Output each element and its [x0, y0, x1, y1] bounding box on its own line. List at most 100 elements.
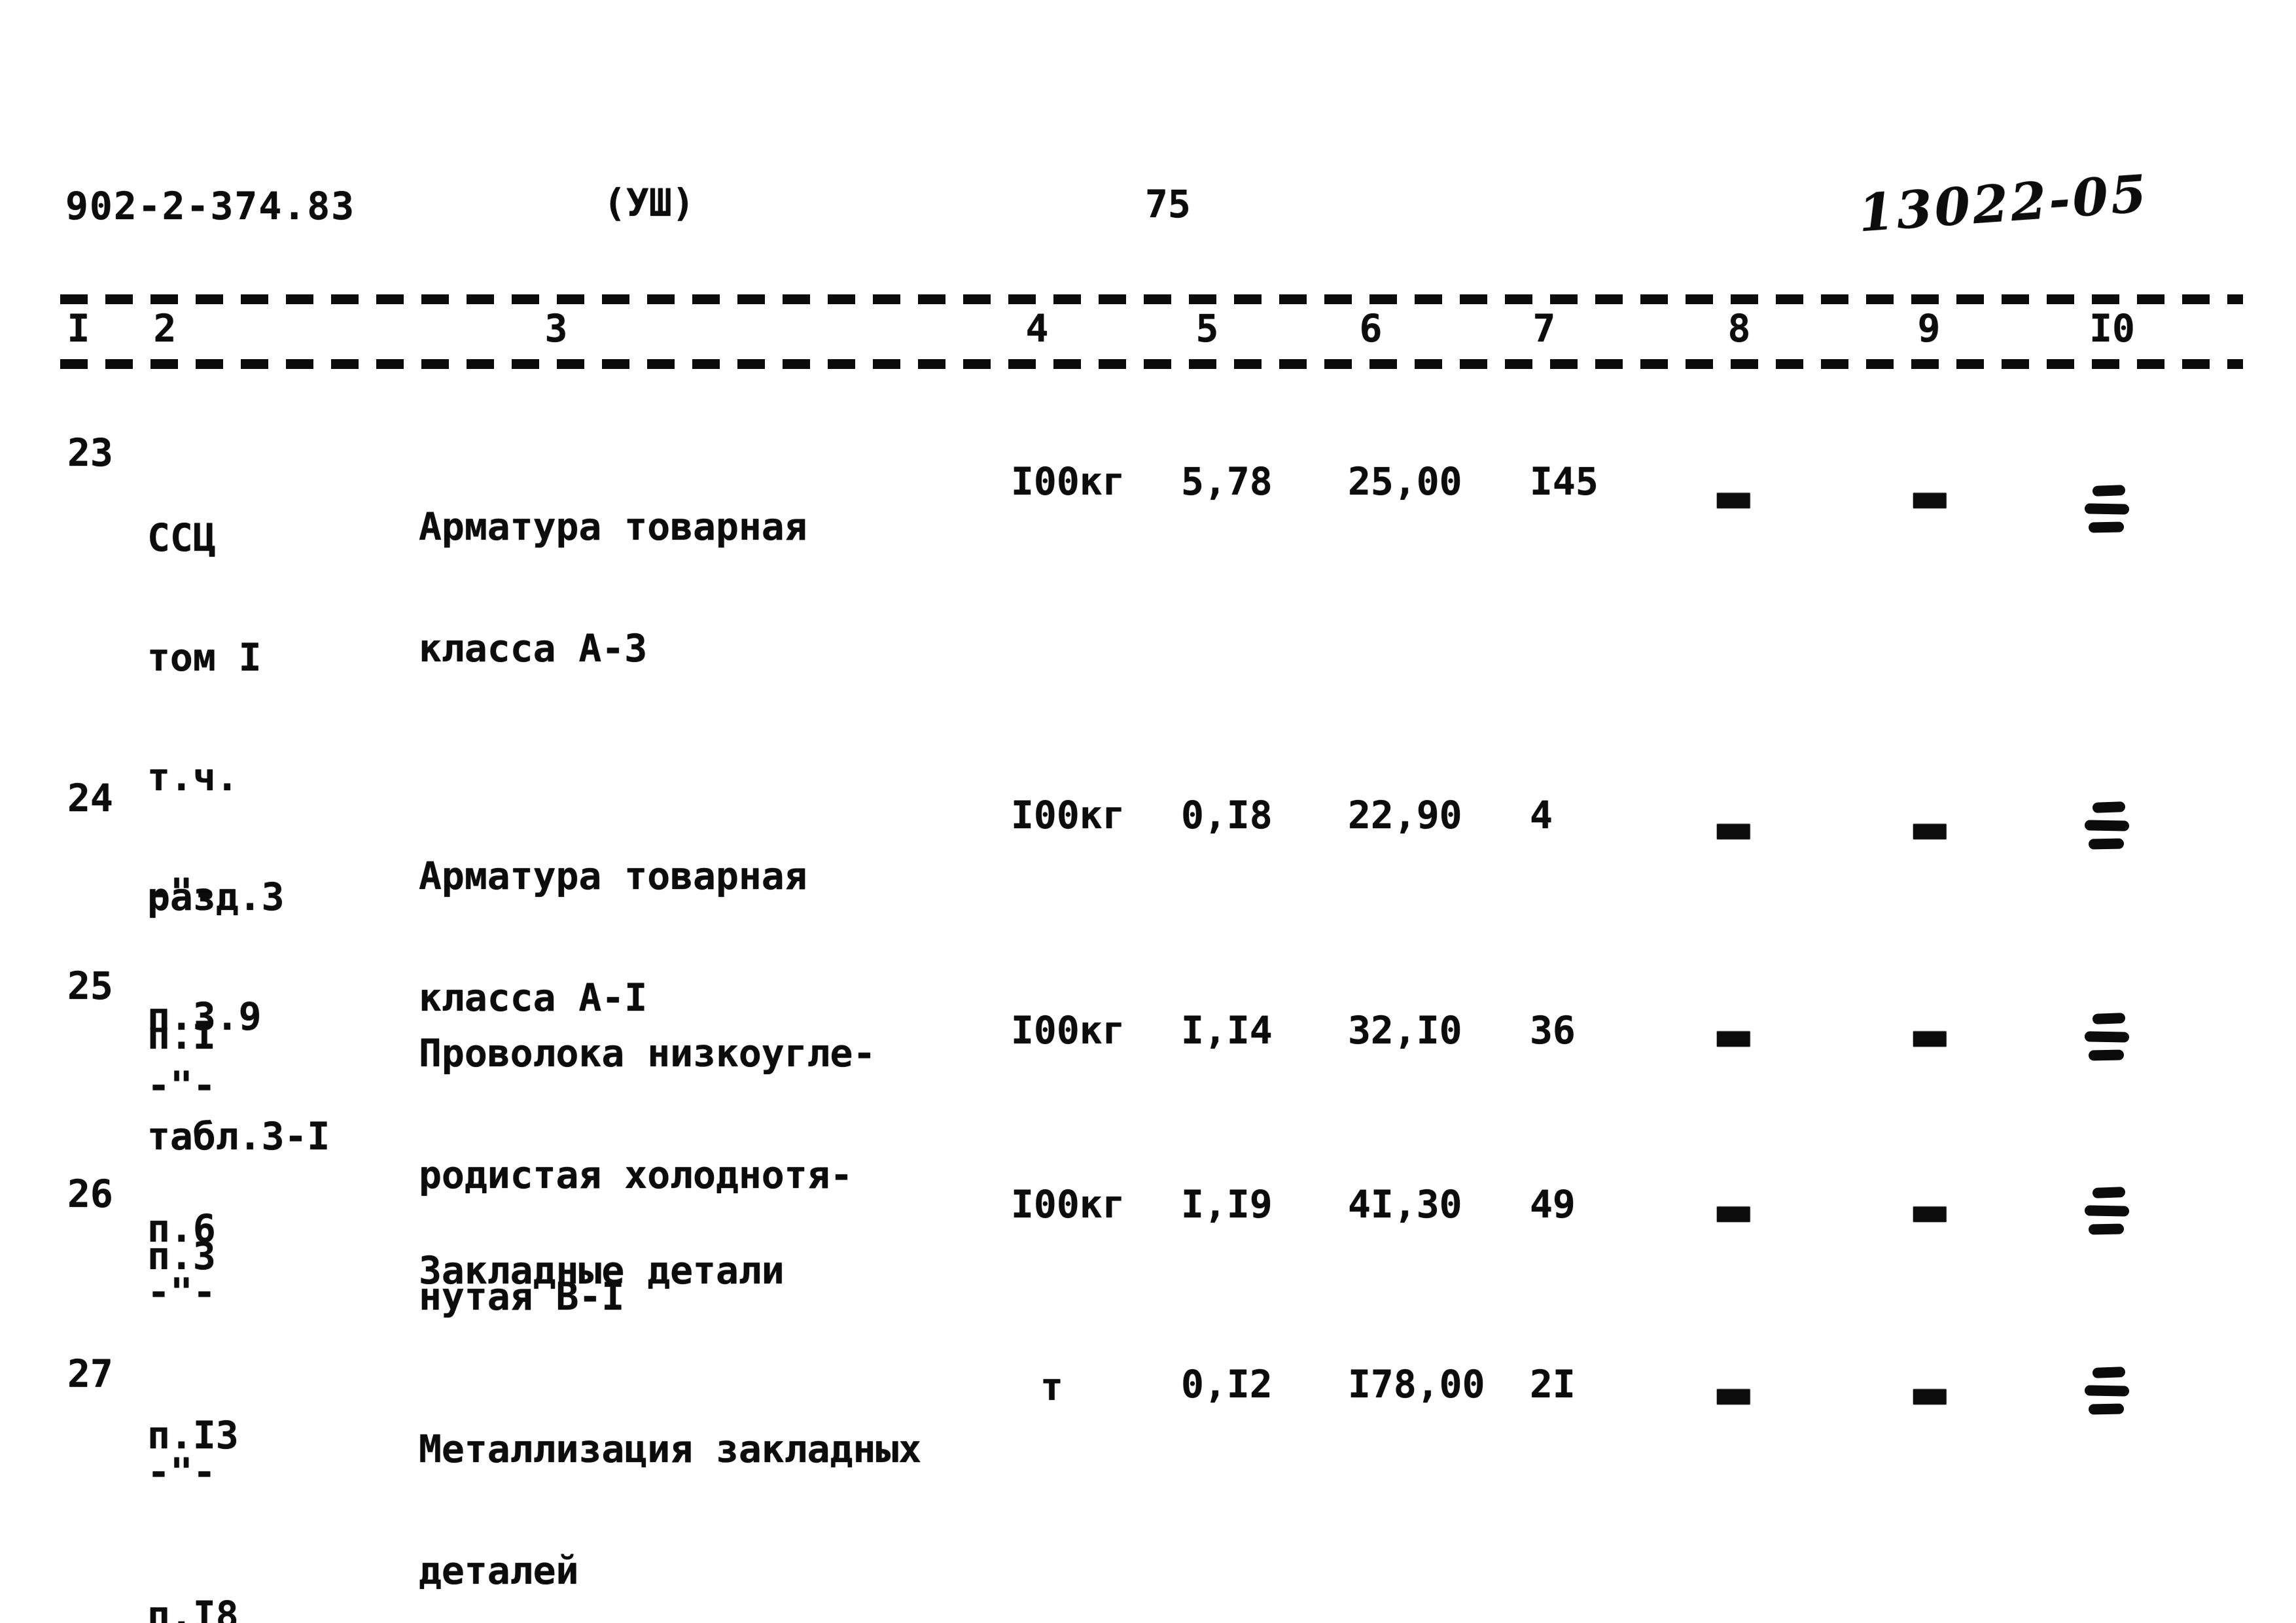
row-number: 26	[67, 1172, 113, 1216]
dash-glyph: —	[1717, 1314, 1750, 1462]
volume-label: (УШ)	[603, 181, 695, 225]
dash-mark: —	[1717, 428, 1750, 555]
ref-line: п.3.9	[147, 994, 262, 1039]
qty-cell: 0,I2	[1181, 1362, 1273, 1406]
row-number: 24	[67, 776, 113, 820]
total-cell: 4	[1530, 793, 1553, 837]
name-line: Арматура товарная	[419, 504, 807, 549]
price-cell: 22,90	[1348, 793, 1462, 837]
ref-cell: -"- п.I	[147, 773, 285, 1155]
col-header-7: 7	[1532, 306, 1556, 351]
name-line: Металлизация закладных	[419, 1427, 922, 1471]
dash-glyph: —	[1717, 1132, 1750, 1280]
ref-line: -"-	[147, 1450, 216, 1494]
ref-line: том I	[147, 635, 262, 680]
price-cell: 32,I0	[1348, 1008, 1462, 1053]
qty-cell: I,I4	[1181, 1008, 1273, 1053]
dash-mark: —	[1717, 1325, 1750, 1451]
row-number: 25	[67, 964, 113, 1008]
total-cell: 2I	[1530, 1362, 1576, 1406]
total-cell: 36	[1530, 1008, 1576, 1053]
qty-cell: 0,I8	[1181, 793, 1273, 837]
name-line: Проволока низкоугле-	[419, 1031, 876, 1075]
name-line: нутая В-I	[419, 1274, 625, 1319]
ditto-mark-icon	[2084, 1187, 2130, 1235]
col-header-1: I	[67, 306, 90, 351]
page-number: 75	[1145, 182, 1191, 226]
col-header-4: 4	[1025, 306, 1049, 351]
col-header-5: 5	[1195, 306, 1219, 351]
row-number: 27	[67, 1352, 113, 1396]
price-cell: 25,00	[1348, 459, 1462, 504]
price-cell: 4I,30	[1348, 1182, 1462, 1227]
ref-cell: ССЦ том I т.ч. разд.3 п.3.9 табл.3-I п.3	[147, 438, 330, 1356]
name-cell: Арматура товарная класса А-I	[419, 775, 807, 1099]
ref-line: ССЦ	[147, 515, 216, 560]
dash-glyph: —	[1913, 418, 1947, 566]
dash-mark: —	[1913, 759, 1947, 886]
dash-glyph: —	[1717, 749, 1750, 897]
ref-line: п.I8	[147, 1593, 239, 1623]
doc-number: 902-2-374.83	[65, 184, 356, 228]
dash-mark: —	[1717, 1142, 1750, 1268]
ref-line: -"-	[147, 870, 216, 915]
name-line: деталей	[419, 1548, 579, 1593]
ref-line: табл.3-I	[147, 1114, 330, 1159]
dash-glyph: —	[1913, 1132, 1947, 1280]
ditto-mark-icon	[2084, 1013, 2130, 1061]
name-cell: Арматура товарная класса А-3	[419, 425, 807, 750]
unit-cell: I00кг	[1011, 459, 1125, 504]
handwritten-code: 13022-05	[1856, 164, 2151, 244]
column-ruler: I 2 3 4 5 6 7 8 9 I0	[0, 306, 2296, 352]
name-line: класса А-I	[419, 975, 648, 1020]
ref-line: п.6	[147, 1206, 216, 1251]
ditto-mark-icon	[2084, 1367, 2130, 1415]
dash-mark: —	[1913, 967, 1947, 1093]
name-cell: Металлизация закладных деталей	[419, 1348, 921, 1623]
col-header-9: 9	[1917, 306, 1941, 351]
qty-cell: I,I9	[1181, 1182, 1273, 1227]
dashed-rule-top	[60, 294, 2243, 304]
ref-cell: -"- п.I8	[147, 1353, 285, 1623]
name-line: класса А-3	[419, 626, 648, 671]
name-cell: Закладные детали	[419, 1169, 785, 1372]
dash-mark: —	[1913, 1142, 1947, 1268]
ditto-mark-icon	[2084, 485, 2130, 533]
ref-cell: -"- п.6	[147, 966, 285, 1348]
col-header-2: 2	[153, 306, 177, 351]
unit-cell: т	[1040, 1365, 1063, 1409]
ref-line: -"-	[147, 1063, 216, 1108]
col-header-8: 8	[1727, 306, 1751, 351]
col-header-6: 6	[1359, 306, 1383, 351]
ref-line: п.I3	[147, 1413, 239, 1457]
name-line: Закладные детали	[419, 1248, 785, 1293]
ref-line: п.I	[147, 1013, 216, 1058]
ref-line: разд.3	[147, 875, 285, 919]
name-line: Арматура товарная	[419, 854, 807, 898]
unit-cell: I00кг	[1011, 1008, 1125, 1053]
ref-cell: -"- п.I3	[147, 1173, 285, 1555]
dash-mark: —	[1717, 967, 1750, 1093]
dash-mark: —	[1913, 1325, 1947, 1451]
price-cell: I78,00	[1348, 1362, 1485, 1406]
row-number: 23	[67, 430, 113, 475]
unit-cell: I00кг	[1011, 1182, 1125, 1227]
dash-mark: —	[1913, 428, 1947, 555]
name-cell: Проволока низкоугле- родистая холоднотя-…	[419, 952, 875, 1398]
ref-line: т.ч.	[147, 755, 239, 799]
ditto-mark-icon	[2084, 801, 2130, 850]
dash-glyph: —	[1717, 956, 1750, 1104]
ref-line: п.3	[147, 1234, 216, 1278]
col-header-3: 3	[544, 306, 568, 351]
dash-mark: —	[1717, 759, 1750, 886]
dash-glyph: —	[1913, 749, 1947, 897]
dash-glyph: —	[1913, 956, 1947, 1104]
unit-cell: I00кг	[1011, 793, 1125, 837]
ref-line: -"-	[147, 1270, 216, 1314]
dashed-rule-bottom	[60, 359, 2243, 369]
name-line: родистая холоднотя-	[419, 1153, 853, 1197]
col-header-10: I0	[2089, 306, 2135, 351]
total-cell: I45	[1530, 459, 1598, 504]
dash-glyph: —	[1717, 418, 1750, 566]
